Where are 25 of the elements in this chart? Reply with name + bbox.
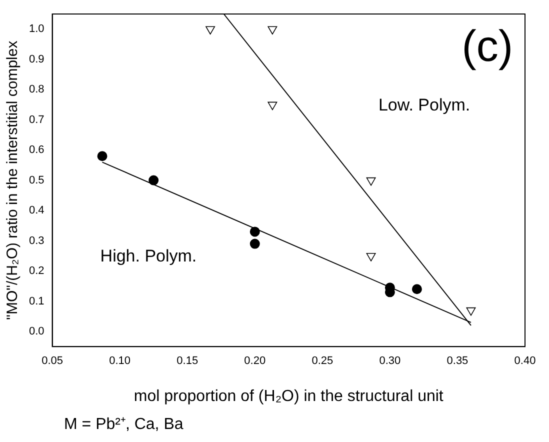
y-tick-label: 0.6 [28, 144, 44, 156]
annotation: (c) [462, 22, 513, 72]
y-tick-label: 0.8 [28, 84, 44, 96]
y-tick-label: 0.0 [28, 326, 44, 338]
annotation: Low. Polym. [378, 96, 470, 115]
x-tick-label: 0.15 [176, 355, 198, 368]
x-tick-label: 0.30 [379, 355, 401, 368]
y-tick-label: 0.4 [28, 204, 44, 217]
x-tick-label: 0.20 [244, 355, 266, 368]
y-tick-label: 0.9 [28, 53, 44, 66]
y-tick-label: 0.5 [28, 174, 44, 186]
text: M = Pb²⁺, Ca, Ba [64, 415, 184, 434]
y-tick-label: 0.1 [28, 295, 44, 308]
y-tick-label: 0.3 [28, 234, 44, 247]
y-tick-label: 1.0 [28, 23, 44, 36]
x-tick-label: 0.35 [446, 355, 468, 368]
x-tick-label: 0.05 [42, 355, 63, 368]
x-tick-label: 0.25 [312, 355, 334, 368]
y-tick-label: 0.7 [28, 114, 44, 126]
y-tick-label: 0.2 [28, 265, 44, 278]
x-tick-label: 0.40 [514, 355, 536, 368]
y-axis-title: "MO"/(H₂O) ratio in the interstitial complex [4, 40, 22, 320]
x-axis-title: mol proportion of (H₂O) in the structural unit [134, 388, 444, 405]
annotation: High. Polym. [100, 246, 197, 266]
x-tick-label: 0.10 [109, 355, 131, 368]
